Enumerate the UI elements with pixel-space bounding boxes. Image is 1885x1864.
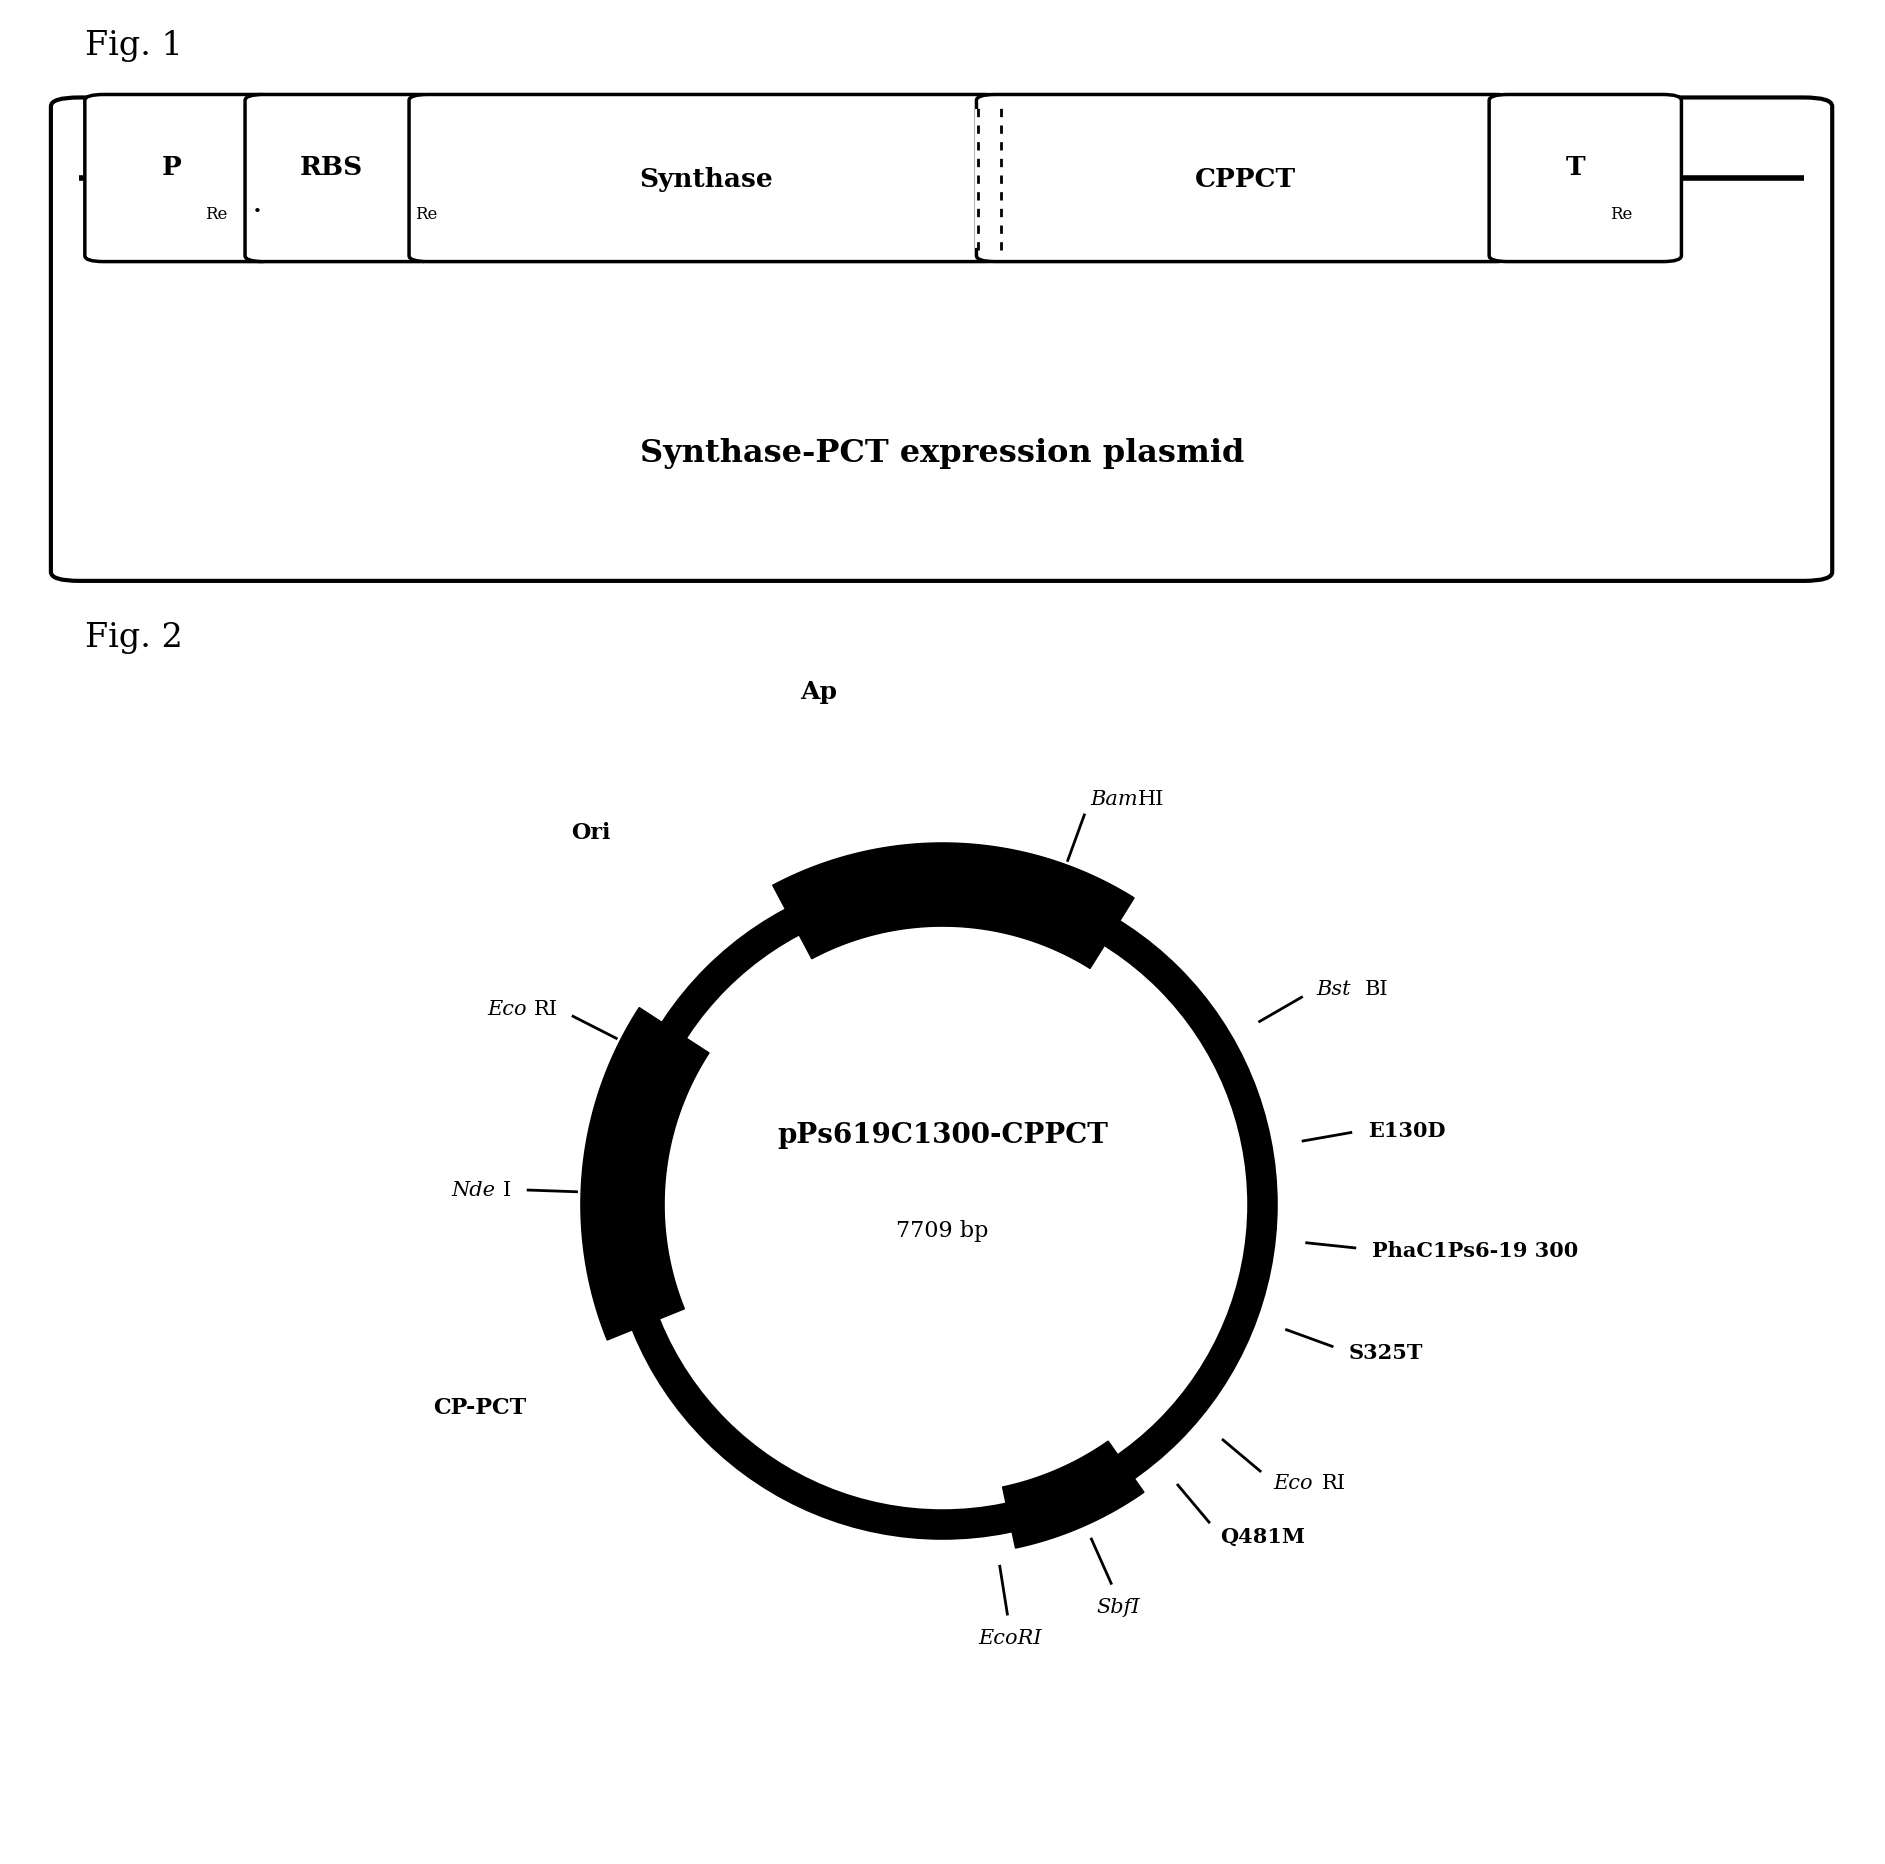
FancyBboxPatch shape [245, 95, 437, 263]
Polygon shape [622, 1232, 626, 1240]
Text: RI: RI [1321, 1473, 1346, 1491]
Text: I: I [503, 1180, 511, 1199]
Text: PhaC1Ps6-19 300: PhaC1Ps6-19 300 [1372, 1240, 1578, 1260]
Text: •: • [253, 205, 262, 218]
Text: Re: Re [205, 207, 228, 224]
Text: Nde: Nde [452, 1180, 496, 1199]
Text: E130D: E130D [1369, 1120, 1446, 1141]
Polygon shape [773, 844, 1135, 969]
Text: Synthase: Synthase [639, 166, 773, 192]
Text: Bam: Bam [1090, 790, 1139, 809]
Polygon shape [786, 919, 794, 926]
Text: P: P [162, 155, 181, 179]
Text: Re: Re [1610, 207, 1632, 224]
FancyBboxPatch shape [51, 99, 1832, 582]
Text: Ori: Ori [571, 822, 611, 844]
Polygon shape [1125, 1463, 1131, 1471]
Polygon shape [581, 1008, 709, 1340]
Text: Fig. 2: Fig. 2 [85, 623, 183, 654]
Text: HI: HI [1139, 790, 1165, 809]
Text: S325T: S325T [1348, 1342, 1423, 1363]
Text: BI: BI [1365, 979, 1389, 999]
Text: pPs619C1300-CPPCT: pPs619C1300-CPPCT [777, 1122, 1108, 1148]
Text: T: T [1566, 155, 1585, 179]
FancyBboxPatch shape [85, 95, 277, 263]
FancyBboxPatch shape [409, 95, 1003, 263]
Ellipse shape [664, 926, 1221, 1484]
Text: EcoRI: EcoRI [978, 1629, 1042, 1648]
Text: Eco: Eco [1274, 1473, 1314, 1491]
Text: CP-PCT: CP-PCT [434, 1396, 526, 1419]
Polygon shape [643, 1318, 648, 1327]
Text: RBS: RBS [300, 155, 364, 179]
Text: SbfI: SbfI [1097, 1597, 1140, 1616]
Text: Re: Re [415, 207, 437, 224]
Text: CPPCT: CPPCT [1195, 166, 1295, 192]
Polygon shape [722, 966, 729, 973]
FancyBboxPatch shape [976, 95, 1514, 263]
Text: RI: RI [533, 999, 558, 1018]
Text: Synthase-PCT expression plasmid: Synthase-PCT expression plasmid [641, 438, 1244, 470]
Polygon shape [1003, 1441, 1144, 1549]
FancyBboxPatch shape [1489, 95, 1681, 263]
Text: Fig. 1: Fig. 1 [85, 30, 183, 62]
Text: Ap: Ap [801, 680, 837, 705]
Text: Q481M: Q481M [1220, 1525, 1304, 1545]
Text: Eco: Eco [488, 999, 528, 1018]
Text: Bst: Bst [1316, 979, 1352, 999]
Polygon shape [639, 1089, 645, 1096]
Text: 7709 bp: 7709 bp [895, 1219, 990, 1241]
